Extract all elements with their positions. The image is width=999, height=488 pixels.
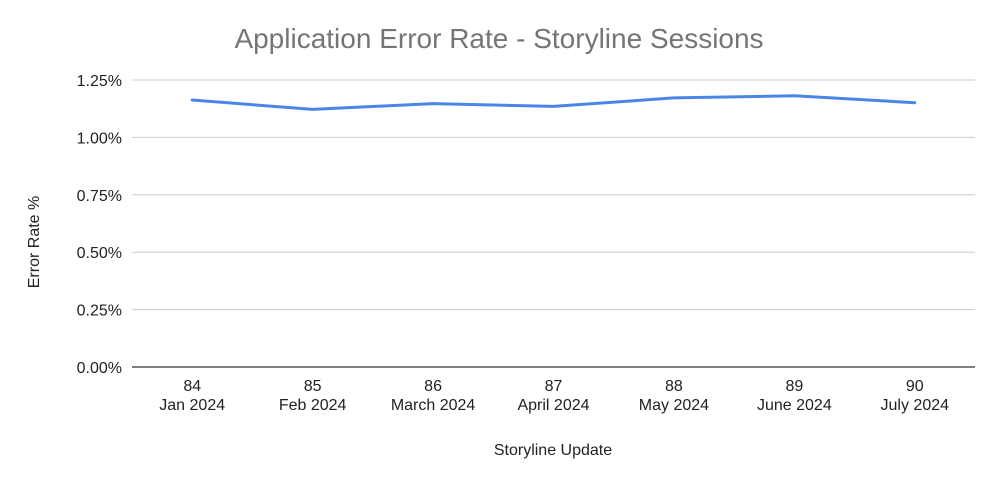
data-point <box>672 96 676 100</box>
y-tick-label: 0.50% <box>77 245 122 262</box>
x-tick-label-update: 87 <box>545 378 563 395</box>
x-tick-label-update: 89 <box>785 378 803 395</box>
y-tick-label: 0.25% <box>77 303 122 320</box>
data-point <box>311 107 315 111</box>
x-tick-label-update: 84 <box>183 378 201 395</box>
x-tick-label-month: Jan 2024 <box>159 397 225 414</box>
x-tick-label-month: April 2024 <box>517 397 589 414</box>
x-tick-label-month: March 2024 <box>391 397 476 414</box>
series-layer <box>190 94 917 111</box>
x-tick-label-update: 90 <box>906 378 924 395</box>
data-point <box>792 94 796 98</box>
y-tick-label: 1.25% <box>77 73 122 90</box>
x-tick-label-month: July 2024 <box>881 397 950 414</box>
y-axis-title: Error Rate % <box>26 196 43 288</box>
data-point <box>913 101 917 105</box>
y-tick-label: 1.00% <box>77 130 122 147</box>
x-tick-label-month: May 2024 <box>639 397 709 414</box>
x-tick-label-month: Feb 2024 <box>279 397 347 414</box>
y-axis-ticks: 0.00% 0.25% 0.50% 0.75% 1.00% 1.25% <box>77 73 122 377</box>
x-axis-ticks: 84 Jan 2024 85 Feb 2024 86 March 2024 87 April … <box>159 378 949 414</box>
chart-title: Application Error Rate - Storyline Sessi… <box>234 23 763 54</box>
data-point <box>552 104 556 108</box>
x-tick-label-update: 86 <box>424 378 442 395</box>
x-tick-label-update: 88 <box>665 378 683 395</box>
series-line <box>190 94 917 111</box>
data-point <box>431 102 435 106</box>
x-tick-label-month: June 2024 <box>757 397 832 414</box>
x-tick-label-update: 85 <box>304 378 322 395</box>
x-axis-title: Storyline Update <box>494 442 612 459</box>
y-tick-label: 0.00% <box>77 360 122 377</box>
y-tick-label: 0.75% <box>77 188 122 205</box>
data-point <box>190 98 194 102</box>
gridlines <box>132 79 975 368</box>
